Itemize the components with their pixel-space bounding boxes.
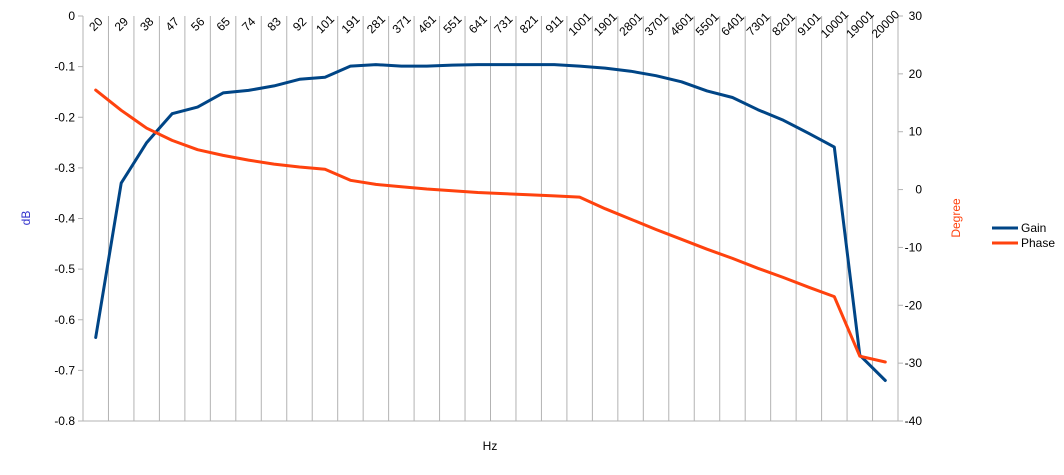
x-tick-label: 83 bbox=[265, 14, 285, 34]
x-tick-label: 65 bbox=[214, 14, 234, 34]
x-tick-label: 8201 bbox=[769, 10, 798, 39]
y-right-tick-label: -20 bbox=[905, 298, 923, 312]
x-tick-label: 9101 bbox=[795, 10, 824, 39]
x-tick-label: 551 bbox=[440, 12, 464, 36]
x-tick-label: 10001 bbox=[818, 7, 852, 41]
series-line-gain bbox=[94, 63, 887, 382]
x-tick-label: 191 bbox=[339, 12, 363, 36]
x-axis-title: Hz bbox=[483, 439, 498, 453]
x-tick-label: 29 bbox=[112, 14, 132, 34]
legend-gain-label: Gain bbox=[1021, 221, 1046, 235]
x-tick-label: 1001 bbox=[565, 10, 594, 39]
x-tick-label: 461 bbox=[415, 12, 439, 36]
x-tick-label: 4601 bbox=[667, 10, 696, 39]
x-tick-label: 19001 bbox=[843, 7, 877, 41]
y-left-tick-label: -0.4 bbox=[54, 212, 75, 226]
y-right-tick-label: -10 bbox=[905, 240, 923, 254]
x-tick-label: 47 bbox=[163, 14, 183, 34]
x-tick-label: 20 bbox=[86, 14, 106, 34]
y-axis-right-title: Degree bbox=[949, 198, 963, 238]
y-left-tick-label: -0.1 bbox=[54, 60, 75, 74]
y-right-tick-label: 0 bbox=[915, 183, 922, 197]
x-tick-label: 6401 bbox=[718, 10, 747, 39]
y-left-tick-label: -0.7 bbox=[54, 363, 75, 377]
x-tick-label: 38 bbox=[137, 14, 157, 34]
y-left-tick-label: -0.6 bbox=[54, 313, 75, 327]
y-left-tick-label: -0.3 bbox=[54, 161, 75, 175]
y-right-tick-label: -40 bbox=[905, 414, 923, 428]
x-tick-label: 7301 bbox=[744, 10, 773, 39]
x-tick-label: 5501 bbox=[693, 10, 722, 39]
y-right-tick-label: 10 bbox=[909, 125, 923, 139]
y-left-tick-label: -0.5 bbox=[54, 262, 75, 276]
y-axis-left-title: dB bbox=[19, 211, 33, 226]
x-tick-label: 56 bbox=[188, 14, 208, 34]
y-right-tick-label: -30 bbox=[905, 356, 923, 370]
x-tick-label: 92 bbox=[290, 14, 310, 34]
x-tick-label: 281 bbox=[364, 12, 388, 36]
x-tick-label: 2801 bbox=[616, 10, 645, 39]
series-line-phase bbox=[94, 88, 887, 364]
x-tick-label: 641 bbox=[466, 12, 490, 36]
grid bbox=[82, 16, 899, 421]
legend-phase-label: Phase bbox=[1021, 236, 1055, 250]
x-tick-label: 731 bbox=[491, 12, 515, 36]
y-right-tick-label: 30 bbox=[909, 9, 923, 23]
y-left-tick-label: 0 bbox=[68, 9, 75, 23]
legend: Gain Phase bbox=[992, 221, 1055, 250]
y-left-tick-label: -0.2 bbox=[54, 110, 75, 124]
y-left-tick-label: -0.8 bbox=[54, 414, 75, 428]
series-lines bbox=[94, 63, 887, 382]
x-tick-label: 3701 bbox=[642, 10, 671, 39]
x-tick-label: 74 bbox=[239, 14, 259, 34]
x-tick-label: 101 bbox=[313, 12, 337, 36]
x-tick-label: 20000 bbox=[869, 7, 903, 41]
x-tick-label: 821 bbox=[517, 12, 541, 36]
x-tick-label: 371 bbox=[389, 12, 413, 36]
x-tick-label: 1901 bbox=[591, 10, 620, 39]
x-tick-label: 911 bbox=[543, 12, 567, 36]
axes bbox=[78, 15, 903, 422]
y-right-tick-label: 20 bbox=[909, 67, 923, 81]
